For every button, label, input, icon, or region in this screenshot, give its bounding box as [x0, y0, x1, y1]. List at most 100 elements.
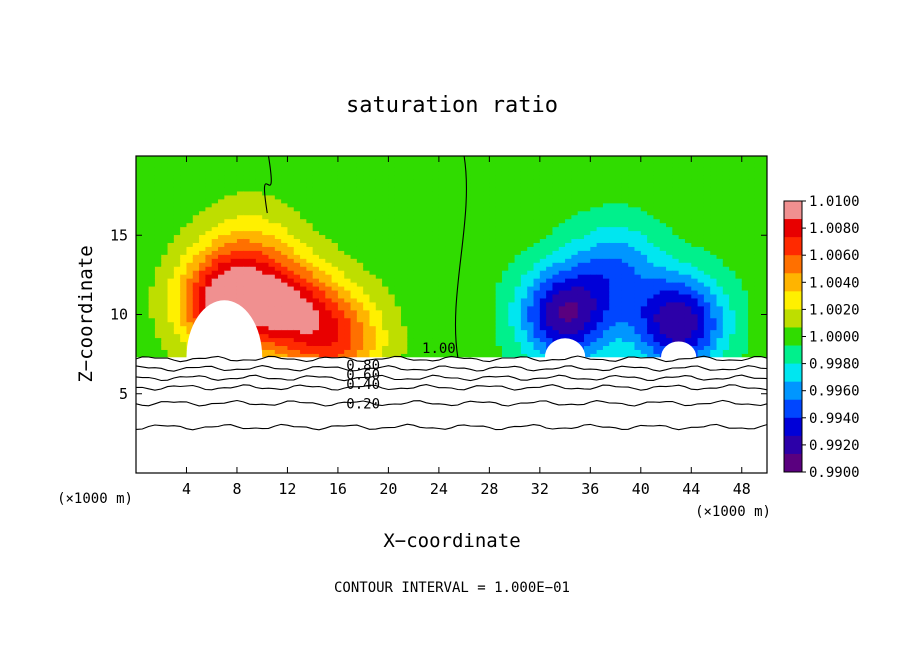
heatmap-cell	[426, 246, 434, 251]
heatmap-cell	[394, 301, 402, 307]
heatmap-cell	[678, 274, 686, 279]
heatmap-cell	[255, 246, 263, 251]
heatmap-cell	[539, 325, 547, 331]
heatmap-cell	[558, 230, 566, 236]
heatmap-cell	[672, 198, 680, 204]
heatmap-cell	[161, 321, 169, 327]
heatmap-cell	[495, 337, 503, 343]
heatmap-cell	[186, 175, 194, 180]
heatmap-cell	[312, 282, 320, 287]
heatmap-cell	[173, 333, 181, 339]
heatmap-cell	[684, 266, 692, 271]
heatmap-cell	[609, 198, 617, 204]
heatmap-cell	[552, 246, 560, 251]
heatmap-cell	[666, 297, 673, 303]
heatmap-cell	[382, 329, 389, 335]
heatmap-cell	[571, 325, 579, 331]
heatmap-cell	[413, 175, 421, 180]
heatmap-cell	[255, 329, 263, 335]
heatmap-cell	[716, 266, 724, 271]
heatmap-cell	[470, 274, 478, 279]
heatmap-cell	[697, 282, 705, 287]
heatmap-cell	[590, 210, 598, 216]
heatmap-cell	[703, 210, 711, 216]
heatmap-cell	[161, 178, 169, 184]
heatmap-cell	[546, 234, 554, 240]
heatmap-cell	[419, 202, 427, 208]
heatmap-cell	[615, 190, 623, 196]
heatmap-cell	[457, 182, 465, 188]
heatmap-cell	[350, 171, 358, 176]
heatmap-cell	[565, 266, 572, 271]
heatmap-cell	[300, 163, 307, 168]
heatmap-cell	[710, 250, 718, 255]
heatmap-cell	[716, 337, 724, 343]
heatmap-cell	[716, 262, 724, 267]
heatmap-cell	[590, 305, 598, 311]
heatmap-cell	[451, 341, 459, 347]
heatmap-cell	[293, 171, 301, 176]
heatmap-cell	[236, 163, 244, 168]
heatmap-cell	[729, 309, 737, 315]
heatmap-cell	[634, 345, 642, 350]
heatmap-cell	[419, 293, 427, 299]
heatmap-cell	[596, 202, 604, 208]
heatmap-cell	[300, 270, 307, 275]
heatmap-cell	[495, 194, 503, 200]
heatmap-cell	[703, 353, 711, 358]
heatmap-cell	[514, 282, 522, 287]
heatmap-cell	[672, 254, 680, 259]
heatmap-cell	[552, 182, 560, 188]
heatmap-cell	[584, 242, 591, 247]
heatmap-cell	[722, 313, 730, 319]
heatmap-cell	[678, 210, 686, 216]
heatmap-cell	[628, 226, 636, 232]
heatmap-cell	[710, 297, 718, 303]
heatmap-cell	[186, 202, 194, 208]
heatmap-cell	[337, 305, 345, 311]
heatmap-cell	[173, 226, 181, 232]
heatmap-cell	[312, 163, 320, 168]
heatmap-cell	[331, 242, 339, 247]
heatmap-cell	[628, 266, 636, 271]
heatmap-cell	[293, 175, 301, 180]
heatmap-cell	[565, 254, 572, 259]
heatmap-cell	[659, 230, 667, 236]
heatmap-cell	[565, 309, 572, 315]
heatmap-cell	[741, 159, 749, 164]
heatmap-cell	[609, 206, 617, 212]
heatmap-cell	[312, 242, 320, 247]
heatmap-cell	[287, 246, 295, 251]
heatmap-cell	[672, 234, 680, 240]
heatmap-cell	[628, 246, 636, 251]
heatmap-cell	[445, 156, 453, 160]
heatmap-cell	[281, 242, 289, 247]
heatmap-cell	[344, 202, 352, 208]
heatmap-cell	[388, 349, 396, 354]
heatmap-cell	[489, 206, 497, 212]
heatmap-cell	[451, 325, 459, 331]
heatmap-cell	[192, 270, 200, 275]
heatmap-cell	[274, 186, 282, 192]
heatmap-cell	[659, 301, 667, 307]
heatmap-cell	[697, 190, 705, 196]
heatmap-cell	[697, 218, 705, 224]
heatmap-cell	[451, 226, 459, 232]
heatmap-cell	[407, 214, 415, 220]
heatmap-cell	[621, 301, 629, 307]
heatmap-cell	[445, 353, 453, 358]
heatmap-cell	[546, 321, 554, 327]
heatmap-cell	[735, 242, 743, 247]
heatmap-cell	[457, 178, 465, 184]
heatmap-cell	[401, 214, 408, 220]
heatmap-cell	[224, 206, 232, 212]
heatmap-cell	[262, 349, 270, 354]
heatmap-cell	[262, 262, 270, 267]
heatmap-cell	[350, 353, 358, 358]
heatmap-cell	[388, 313, 396, 319]
heatmap-cell	[287, 270, 295, 275]
heatmap-cell	[470, 226, 478, 232]
heatmap-cell	[180, 301, 188, 307]
heatmap-cell	[640, 190, 648, 196]
heatmap-cell	[419, 254, 427, 259]
